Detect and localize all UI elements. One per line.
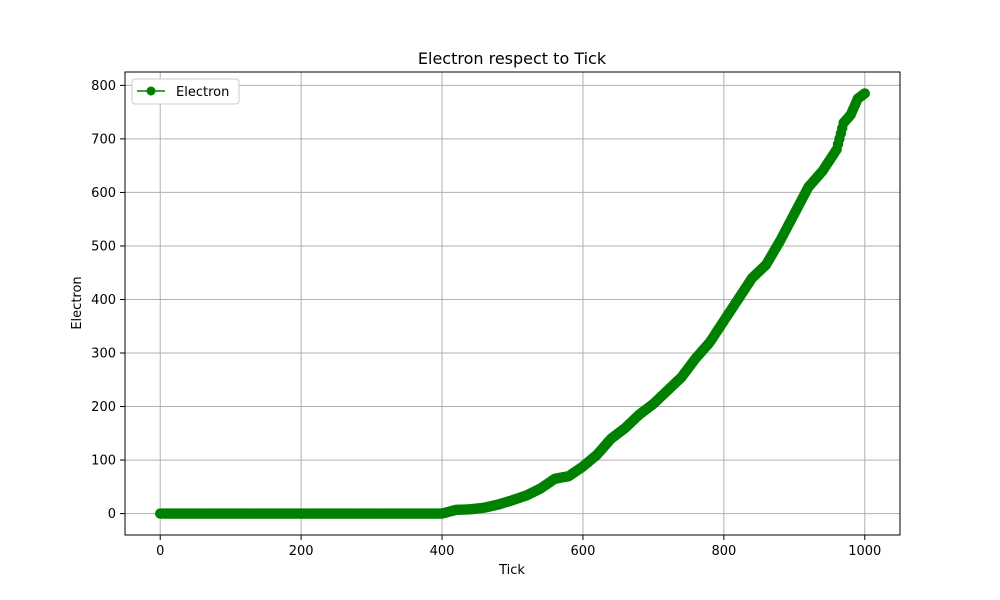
y-tick-label-8: 800 (91, 79, 116, 94)
x-axis-label: Tick (498, 563, 525, 578)
y-tick-label-1: 100 (91, 454, 116, 469)
data-point (859, 88, 870, 99)
grid (125, 72, 900, 535)
y-tick-label-3: 300 (91, 347, 116, 362)
y-axis-label: Electron (70, 276, 85, 329)
y-tick-label-5: 500 (91, 239, 116, 254)
y-axis-ticks: 0 100 200 300 400 500 600 700 800 (91, 79, 125, 522)
y-tick-label-7: 700 (91, 132, 116, 147)
series-markers-0 (155, 88, 870, 519)
x-tick-label-3: 600 (571, 544, 596, 559)
legend-label-electron: Electron (176, 85, 229, 100)
y-tick-label-2: 200 (91, 400, 116, 415)
legend-marker-electron (146, 86, 156, 96)
series-layer (155, 88, 870, 519)
x-axis-ticks: 0 200 400 600 800 1000 (156, 535, 881, 559)
legend-box (131, 78, 240, 105)
x-tick-label-0: 0 (156, 544, 164, 559)
x-tick-label-4: 800 (711, 544, 736, 559)
y-tick-label-4: 400 (91, 293, 116, 308)
plot-frame (124, 71, 901, 536)
x-tick-label-2: 400 (430, 544, 455, 559)
chart-title: Electron respect to Tick (418, 49, 607, 68)
y-tick-label-6: 600 (91, 186, 116, 201)
legend: Electron (131, 78, 240, 105)
plot-area (125, 72, 900, 535)
y-tick-label-0: 0 (108, 507, 116, 522)
x-tick-label-1: 200 (289, 544, 314, 559)
x-tick-label-5: 1000 (848, 544, 881, 559)
